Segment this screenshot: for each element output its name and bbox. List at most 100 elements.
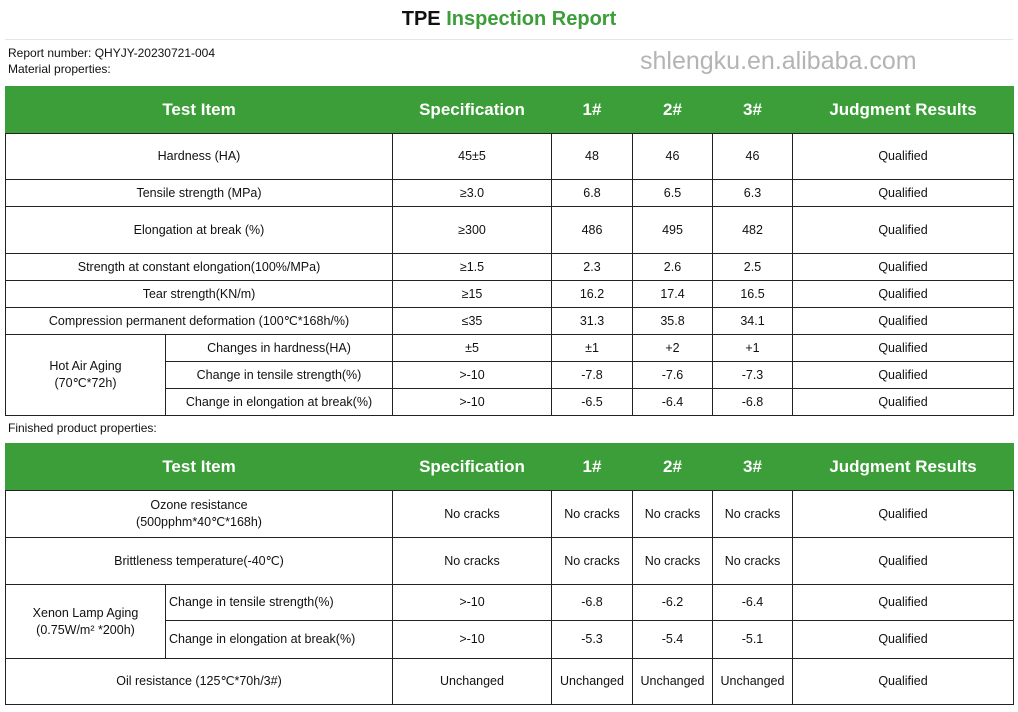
sample-value-cell: 31.3: [551, 307, 633, 335]
table-row: Elongation at break (%) ≥300 486 495 482 Qual…: [5, 206, 1014, 254]
column-header: Judgment Results: [792, 86, 1014, 134]
table-row: Oil resistance (125℃*70h/3#) Unchanged Unc…: [5, 658, 1014, 705]
judgment-cell: Qualified: [792, 361, 1014, 389]
test-item-cell: Brittleness temperature(-40℃): [5, 537, 393, 585]
sample-value-cell: -7.6: [632, 361, 713, 389]
test-item-condition: (500pphm*40℃*168h): [136, 515, 262, 529]
sample-value-cell: +2: [632, 334, 713, 362]
column-header: 2#: [632, 86, 713, 134]
judgment-cell: Qualified: [792, 620, 1014, 659]
judgment-cell: Qualified: [792, 490, 1014, 538]
sample-value-cell: No cracks: [632, 537, 713, 585]
sample-value-cell: -6.8: [551, 584, 633, 621]
test-item-cell: Hardness (HA): [5, 133, 393, 180]
material-properties-table: Test Item Specification 1# 2# 3# Judgment Res…: [5, 86, 1014, 416]
spec-cell: ≥300: [392, 206, 552, 254]
sample-value-cell: 6.8: [551, 179, 633, 207]
test-item-cell: Strength at constant elongation(100%/MPa…: [5, 253, 393, 281]
group-condition: (0.75W/m² *200h): [36, 622, 135, 637]
spec-cell: No cracks: [392, 537, 552, 585]
judgment-cell: Qualified: [792, 206, 1014, 254]
sample-value-cell: -7.3: [712, 361, 793, 389]
test-item-label: Tensile strength (MPa): [136, 185, 262, 200]
title-main: Inspection Report: [446, 8, 617, 30]
test-item-cell: Elongation at break (%): [5, 206, 393, 254]
sample-value-cell: -6.8: [712, 388, 793, 416]
table-row: Change in elongation at break(%) >-10 -6.5…: [6, 388, 1014, 416]
section-product-label: Finished product properties:: [8, 421, 157, 435]
group-condition: (70℃*72h): [54, 376, 117, 390]
column-header: 3#: [712, 443, 793, 491]
sample-value-cell: Unchanged: [551, 658, 633, 705]
report-number: Report number: QHYJY-20230721-004: [8, 46, 216, 60]
test-item-cell: Change in tensile strength(%): [165, 361, 393, 389]
sample-value-cell: -5.1: [712, 620, 793, 659]
header-row: Test Item Specification 1# 2# 3# Judgment Res…: [5, 86, 1014, 134]
judgment-cell: Qualified: [792, 179, 1014, 207]
spec-cell: Unchanged: [392, 658, 552, 705]
group-label-cell: Xenon Lamp Aging (0.75W/m² *200h): [5, 584, 166, 659]
sample-value-cell: 46: [632, 133, 713, 180]
sample-value-cell: 2.6: [632, 253, 713, 281]
table-row: Xenon Lamp Aging (0.75W/m² *200h) Change i…: [5, 584, 1014, 659]
judgment-cell: Qualified: [792, 334, 1014, 362]
test-item-cell: Oil resistance (125℃*70h/3#): [5, 658, 393, 705]
column-header: 3#: [712, 86, 793, 134]
sample-value-cell: No cracks: [712, 490, 793, 538]
test-item-cell: Tear strength(KN/m): [5, 280, 393, 308]
test-item-cell: Change in elongation at break(%): [165, 620, 393, 659]
sample-value-cell: 48: [551, 133, 633, 180]
sample-value-cell: No cracks: [551, 490, 633, 538]
sample-value-cell: Unchanged: [632, 658, 713, 705]
sample-value-cell: 16.5: [712, 280, 793, 308]
product-properties-table: Test Item Specification 1# 2# 3# Judgment Res…: [5, 443, 1014, 705]
sample-value-cell: -6.2: [632, 584, 713, 621]
group-name: Xenon Lamp Aging: [32, 605, 139, 620]
test-item-cell: Compression permanent deformation (100℃*…: [5, 307, 393, 335]
section-material-label: Material properties:: [8, 62, 111, 76]
column-header: Specification: [392, 86, 552, 134]
column-header: 2#: [632, 443, 713, 491]
spec-cell: ≥3.0: [392, 179, 552, 207]
table-row: Ozone resistance (500pphm*40℃*168h) No cra…: [5, 490, 1014, 538]
group-name: Hot Air Aging: [49, 359, 122, 374]
column-header: Specification: [392, 443, 552, 491]
sample-value-cell: 16.2: [551, 280, 633, 308]
test-item-label: Strength at constant elongation(100%/MPa…: [77, 259, 321, 274]
test-item-cell: Change in elongation at break(%): [165, 388, 393, 416]
sample-value-cell: -6.5: [551, 388, 633, 416]
title-prefix: TPE: [401, 8, 441, 30]
spec-cell: ≥15: [392, 280, 552, 308]
table-row: Tensile strength (MPa) ≥3.0 6.8 6.5 6.3 Quali…: [5, 179, 1014, 207]
sample-value-cell: 486: [551, 206, 633, 254]
sample-value-cell: 482: [712, 206, 793, 254]
test-item-label: Ozone resistance: [150, 498, 248, 513]
test-item-label: Tear strength(KN/m): [142, 286, 256, 301]
test-item-label: Hardness (HA): [157, 149, 241, 164]
sample-value-cell: 34.1: [712, 307, 793, 335]
judgment-cell: Qualified: [792, 133, 1014, 180]
group-label-cell: Hot Air Aging (70℃*72h): [5, 334, 166, 416]
judgment-cell: Qualified: [792, 280, 1014, 308]
sample-value-cell: -6.4: [632, 388, 713, 416]
test-item-cell: Ozone resistance (500pphm*40℃*168h): [5, 490, 393, 538]
sample-value-cell: No cracks: [712, 537, 793, 585]
column-header: 1#: [551, 443, 633, 491]
judgment-cell: Qualified: [792, 658, 1014, 705]
sample-value-cell: Unchanged: [712, 658, 793, 705]
column-header: 1#: [551, 86, 633, 134]
sample-value-cell: 6.3: [712, 179, 793, 207]
column-header: Test Item: [5, 86, 393, 134]
header-row: Test Item Specification 1# 2# 3# Judgment Res…: [5, 443, 1014, 491]
spec-cell: ≥1.5: [392, 253, 552, 281]
test-item-cell: Change in tensile strength(%): [165, 584, 393, 621]
table-row: Change in elongation at break(%) >-10 -5.3…: [6, 620, 1014, 659]
table-row: Tear strength(KN/m) ≥15 16.2 17.4 16.5 Qualif…: [5, 280, 1014, 308]
sample-value-cell: 35.8: [632, 307, 713, 335]
sample-value-cell: 17.4: [632, 280, 713, 308]
sample-value-cell: -6.4: [712, 584, 793, 621]
column-header: Test Item: [5, 443, 393, 491]
table-row: Hardness (HA) 45±5 48 46 46 Qualified: [5, 133, 1014, 180]
sample-value-cell: 2.3: [551, 253, 633, 281]
sample-value-cell: ±1: [551, 334, 633, 362]
